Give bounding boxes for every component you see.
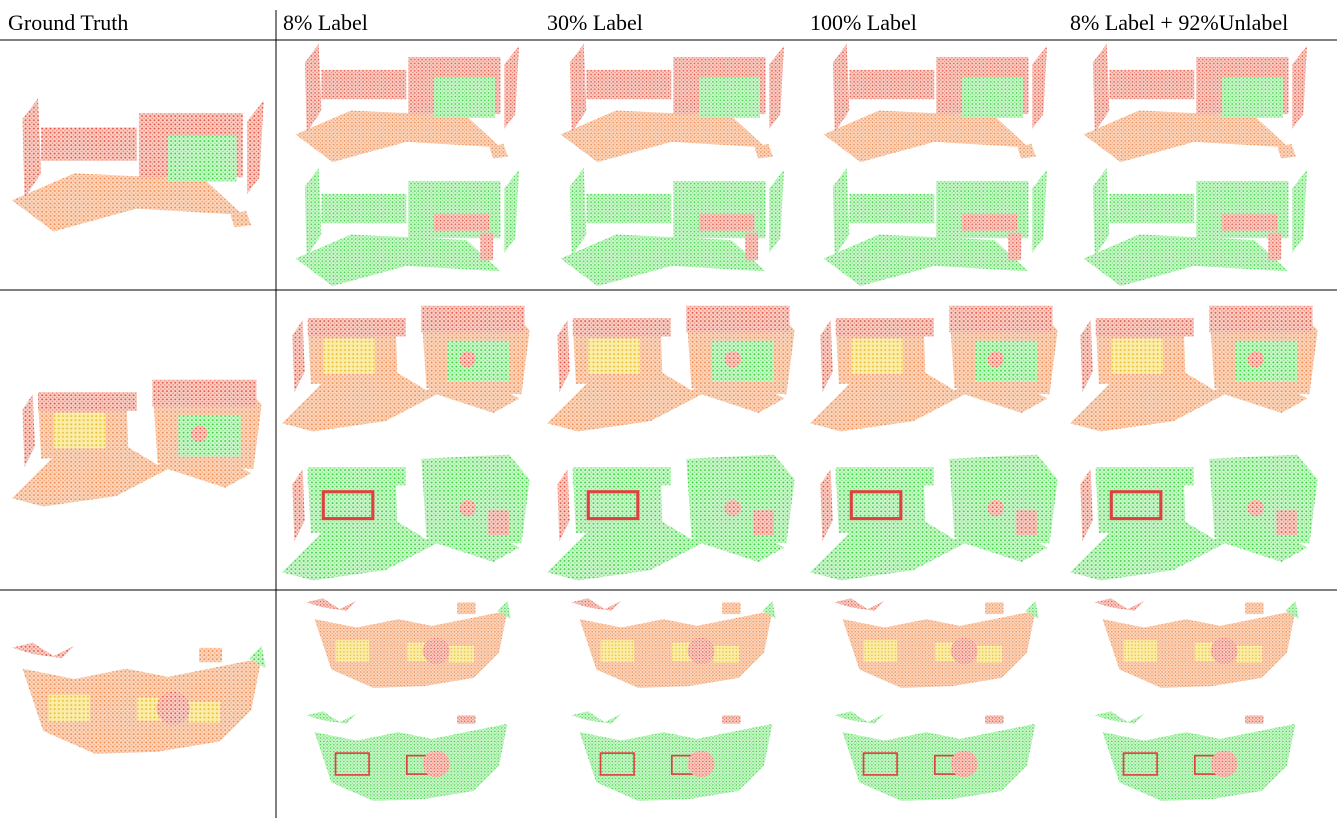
point-cloud [306, 711, 507, 801]
point-cloud [296, 44, 519, 162]
point-cloud [1084, 168, 1307, 286]
column-header: Ground Truth [8, 10, 128, 35]
point-cloud [547, 455, 795, 581]
point-cloud [571, 598, 776, 688]
point-cloud [810, 306, 1058, 432]
column-header: 100% Label [810, 10, 917, 35]
point-cloud [571, 711, 772, 801]
point-cloud [1084, 44, 1307, 162]
point-cloud [1070, 455, 1318, 581]
point-cloud [282, 306, 530, 432]
point-cloud [1094, 598, 1299, 688]
point-cloud [1094, 711, 1295, 801]
point-cloud [561, 44, 784, 162]
point-cloud [282, 455, 530, 581]
point-cloud [561, 168, 784, 286]
column-header: 30% Label [547, 10, 643, 35]
column-header: 8% Label + 92%Unlabel [1070, 10, 1288, 35]
point-cloud [296, 168, 519, 286]
point-cloud [824, 168, 1047, 286]
point-cloud [1070, 306, 1318, 432]
point-cloud [306, 598, 511, 688]
point-cloud [547, 306, 795, 432]
point-cloud [834, 711, 1035, 801]
column-header: 8% Label [283, 10, 368, 35]
point-cloud [12, 380, 262, 507]
point-cloud [12, 98, 264, 231]
page: Ground Truth 8% Label 30% Label 100% Lab… [0, 0, 1337, 818]
point-cloud [12, 643, 266, 754]
point-cloud [824, 44, 1047, 162]
point-cloud [834, 598, 1039, 688]
figure: Ground Truth 8% Label 30% Label 100% Lab… [0, 0, 1337, 818]
point-cloud [810, 455, 1058, 581]
